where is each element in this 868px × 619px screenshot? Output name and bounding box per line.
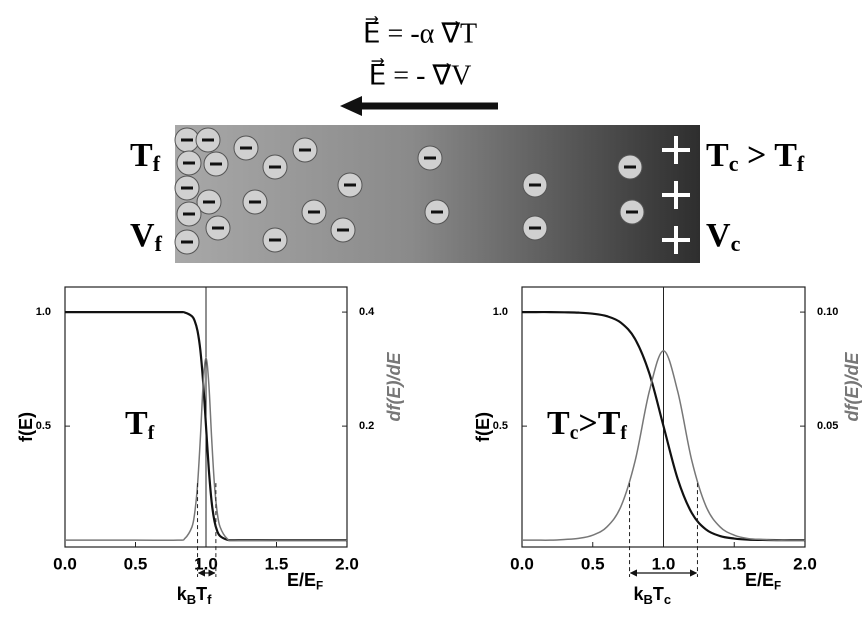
x-tick-label: 0.0 — [510, 554, 534, 573]
y-tick-label: 1.0 — [493, 306, 508, 318]
annotation-part: B — [644, 592, 653, 607]
label: Vf — [130, 217, 163, 256]
x-tick-label: 0.0 — [53, 554, 77, 573]
annotation: Tf — [125, 405, 155, 445]
label-sub: f — [153, 151, 161, 176]
annotation: kBTc — [634, 584, 672, 608]
y2-tick-label: 0.10 — [817, 306, 838, 318]
annotation-part: >T — [578, 405, 620, 442]
y-tick-label: 0.5 — [36, 420, 51, 432]
field-arrow-head — [340, 96, 362, 116]
y-axis-label: f(E) — [16, 412, 36, 442]
label-mid: > T — [738, 137, 797, 174]
x-tick-label: 1.0 — [194, 554, 218, 573]
line-series — [65, 356, 347, 542]
annotation: E/EF — [287, 570, 323, 593]
annotation-part: F — [774, 579, 781, 592]
label-main: T — [706, 137, 729, 174]
annotation-part: f — [148, 424, 155, 445]
annotation-part: f — [207, 592, 212, 607]
y-tick-label: 0.5 — [493, 420, 508, 432]
annotation-part: c — [570, 424, 579, 445]
annotation-part: E/E — [745, 570, 774, 590]
annotation-part: k — [634, 584, 645, 604]
equation: E⃗ = -α ∇⃗T — [363, 15, 477, 49]
annotation-part: c — [664, 592, 671, 607]
annotation-part: T — [125, 405, 148, 442]
annotation-part: T — [547, 405, 570, 442]
label: Tc > Tf — [706, 137, 805, 176]
annotation-part: T — [653, 584, 664, 604]
label-sub: c — [731, 231, 741, 256]
x-tick-label: 2.0 — [335, 554, 359, 573]
y-tick-label: 1.0 — [36, 306, 51, 318]
annotation-part: T — [196, 584, 207, 604]
label-main: V — [706, 217, 731, 254]
equation: E⃗ = - ∇⃗V — [369, 57, 472, 91]
annotation-part: F — [316, 579, 323, 592]
x-tick-label: 2.0 — [793, 554, 817, 573]
y2-tick-label: 0.4 — [359, 306, 375, 318]
annotation: Tc>Tf — [547, 405, 627, 445]
electrons — [174, 127, 690, 255]
y2-tick-label: 0.05 — [817, 420, 838, 432]
annotation-part: f — [620, 424, 627, 445]
annotation-part: B — [187, 592, 196, 607]
x-tick-label: 1.0 — [652, 554, 676, 573]
annotation: kBTf — [177, 584, 212, 608]
x-tick-label: 1.5 — [722, 554, 746, 573]
annotation-part: k — [177, 584, 188, 604]
label-main: V — [130, 217, 155, 254]
label-main: T — [130, 137, 153, 174]
annotation: E/EF — [745, 570, 781, 593]
annotation-part: E/E — [287, 570, 316, 590]
x-tick-label: 0.5 — [581, 554, 605, 573]
label: Vc — [706, 217, 741, 256]
y-axis-label: f(E) — [473, 412, 493, 442]
label-sub: f — [155, 231, 163, 256]
y2-tick-label: 0.2 — [359, 420, 374, 432]
y2-axis-label: df(E)/dE — [842, 352, 862, 422]
line-series — [522, 350, 805, 541]
label-sub: f — [797, 151, 805, 176]
x-tick-label: 0.5 — [124, 554, 148, 573]
label-sub: c — [729, 151, 739, 176]
label: Tf — [130, 137, 161, 176]
y2-axis-label: df(E)/dE — [384, 352, 404, 422]
x-tick-label: 1.5 — [265, 554, 289, 573]
